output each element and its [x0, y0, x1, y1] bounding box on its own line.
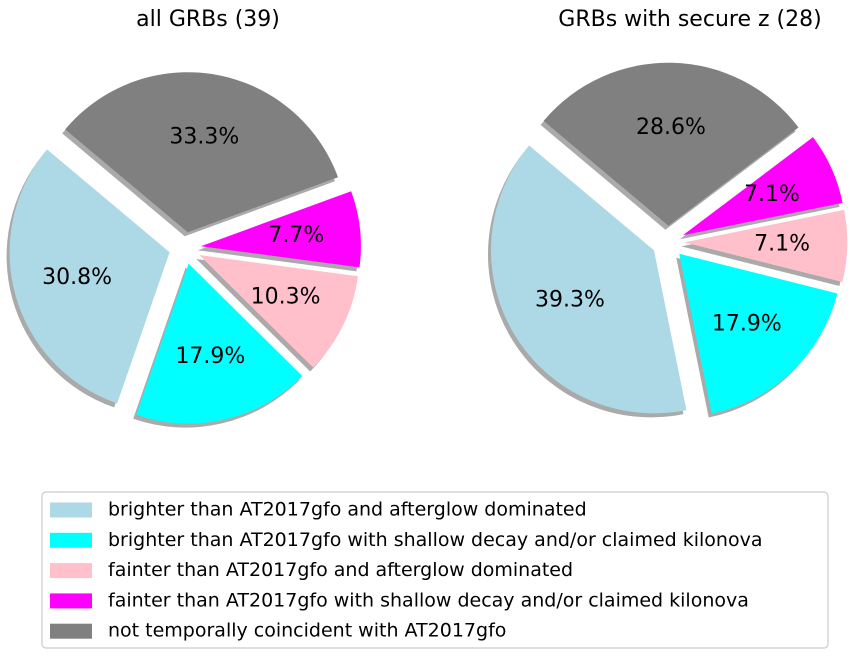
legend-label: not temporally coincident with AT2017gfo: [108, 620, 506, 642]
value-label: 39.3%: [535, 287, 605, 312]
wedge: [684, 209, 848, 283]
legend-swatch: [50, 623, 92, 639]
legend-label: fainter than AT2017gfo with shallow deca…: [108, 589, 749, 611]
wedge: [65, 72, 338, 233]
value-label: 33.3%: [169, 125, 239, 150]
wedge: [136, 263, 303, 424]
wedge: [682, 137, 843, 236]
legend-label: fainter than AT2017gfo and afterglow dom…: [108, 559, 573, 581]
legend-label: brighter than AT2017gfo and afterglow do…: [108, 499, 587, 521]
legend-box: [41, 491, 829, 649]
value-label: 7.1%: [754, 232, 810, 257]
chart-title: all GRBs (39): [136, 7, 280, 32]
pies: all GRBs (39) 30.8% 17.9% 10.3% 7.7% 33.3% GRB…: [6, 7, 848, 428]
value-label: 7.7%: [268, 223, 324, 248]
wedge: [9, 149, 170, 404]
chart-title: GRBs with secure z (28): [558, 7, 821, 32]
wedge: [199, 255, 358, 368]
wedge: [679, 253, 838, 414]
wedge: [490, 145, 687, 414]
value-label: 10.3%: [251, 284, 321, 309]
legend-swatch: [50, 532, 92, 548]
value-label: 7.1%: [744, 182, 800, 207]
legend-label: brighter than AT2017gfo with shallow dec…: [108, 529, 762, 551]
legend-swatch: [50, 563, 92, 579]
legend-swatch: [50, 593, 92, 609]
legend-swatch: [50, 502, 92, 518]
wedge: [200, 191, 361, 268]
value-label: 28.6%: [636, 115, 706, 140]
value-label: 17.9%: [175, 344, 245, 369]
wedge: [543, 62, 799, 226]
legend: brighter than AT2017gfo and afterglow do…: [50, 499, 762, 642]
value-label: 30.8%: [42, 265, 112, 290]
value-label: 17.9%: [712, 311, 782, 336]
